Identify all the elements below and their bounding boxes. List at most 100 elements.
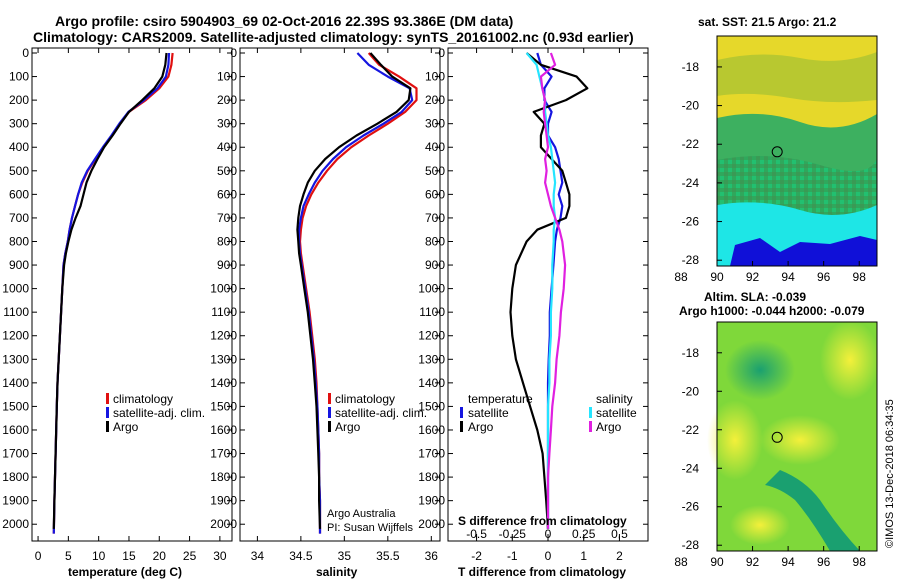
- legend-label-climatology: climatology: [335, 392, 395, 406]
- y-tick-label: 600: [9, 187, 29, 201]
- x2-tick-label: 0: [545, 527, 552, 541]
- x-tick-label: 35: [338, 549, 352, 563]
- y-tick-label: 900: [425, 258, 445, 272]
- y-tick-label: 100: [217, 70, 237, 84]
- y-tick-label: 300: [217, 117, 237, 131]
- map-lon-label: 98: [853, 270, 867, 284]
- x-tick-label: 34.5: [289, 549, 313, 563]
- y-tick-label: 1900: [2, 494, 29, 508]
- y-tick-label: 500: [9, 164, 29, 178]
- y-tick-label: 600: [425, 187, 445, 201]
- map-lon-label: 90: [710, 555, 724, 569]
- map-lon-label: 90: [710, 270, 724, 284]
- x-tick-label: -2: [471, 549, 482, 563]
- sst-field-blue: [730, 236, 877, 266]
- y-tick-label: 1500: [210, 399, 237, 413]
- imos-timestamp: ©IMOS 13-Dec-2018 06:34:35: [884, 399, 896, 548]
- difference-series: [509, 52, 589, 529]
- y-tick-label: 0: [438, 46, 445, 60]
- y-tick-label: 800: [9, 234, 29, 248]
- x-tick-label: 15: [122, 549, 136, 563]
- y-tick-label: 400: [9, 140, 29, 154]
- legend-label-satellite: satellite-adj. clim.: [113, 406, 205, 420]
- y-tick-label: 1000: [418, 282, 445, 296]
- series-line-satellite-adj-clim-: [298, 52, 414, 534]
- y-tick-label: 1100: [3, 305, 29, 319]
- y-tick-label: 1600: [418, 423, 445, 437]
- x-tick-label: 20: [153, 549, 167, 563]
- legend-label-argo: Argo: [113, 420, 139, 434]
- map-lon-label: 94: [781, 555, 795, 569]
- legend-swatch-satellite: [328, 407, 331, 418]
- y-tick-label: 0: [22, 46, 29, 60]
- y-tick-label: 1200: [2, 329, 29, 343]
- sst-float-marker: [771, 146, 783, 158]
- x-tick-label: 2: [616, 549, 623, 563]
- map-lon-label: 92: [746, 555, 760, 569]
- y-tick-label: 1000: [210, 282, 237, 296]
- y-tick-label: 900: [9, 258, 29, 272]
- y-tick-label: 200: [9, 93, 29, 107]
- x-tick-label: 25: [183, 549, 197, 563]
- y-tick-label: 1400: [418, 376, 445, 390]
- legend-label-temp-satellite: satellite: [468, 406, 509, 420]
- credit-pi: PI: Susan Wijffels: [327, 522, 413, 534]
- temperature-plot-frame: [31, 47, 233, 542]
- sst-map-ticks: 88 90 92 94 96 98 -18 -20 -22 -24 -26 -28: [674, 60, 866, 284]
- y-tick-label: 1700: [210, 447, 237, 461]
- map-lat-label: -26: [682, 215, 700, 229]
- x2-tick-label: 0.5: [611, 527, 628, 541]
- y-tick-label: 1300: [210, 352, 237, 366]
- y-tick-label: 200: [217, 93, 237, 107]
- salinity-plot-frame: [239, 47, 441, 542]
- map-lon-label: 92: [746, 270, 760, 284]
- map-lat-label: -18: [682, 60, 700, 74]
- x-tick-label: 0: [35, 549, 42, 563]
- y-tick-label: 600: [217, 187, 237, 201]
- y-tick-label: 500: [217, 164, 237, 178]
- legend-swatch-argo: [328, 421, 331, 432]
- sla-field-high-3: [760, 415, 840, 465]
- y-tick-label: 2000: [2, 517, 29, 531]
- y-tick-label: 400: [425, 140, 445, 154]
- y-tick-label: 1700: [2, 447, 29, 461]
- x-tick-label: 0: [545, 549, 552, 563]
- legend-label-sal-argo: Argo: [596, 420, 622, 434]
- y-tick-label: 1400: [2, 376, 29, 390]
- y-tick-label: 300: [9, 117, 29, 131]
- series-line-satellite-adj-clim-: [52, 52, 171, 534]
- y-tick-label: 700: [9, 211, 29, 225]
- y-tick-label: 500: [425, 164, 445, 178]
- map-lat-label: -20: [682, 99, 700, 113]
- sla-map-title: Altim. SLA: -0.039: [704, 290, 806, 304]
- title-line-1: Argo profile: csiro 5904903_69 02-Oct-20…: [55, 13, 513, 29]
- temperature-xlabel: temperature (deg C): [68, 565, 182, 579]
- y-tick-label: 1800: [210, 470, 237, 484]
- sla-field-high-2: [707, 400, 763, 480]
- y-tick-label: 1900: [210, 494, 237, 508]
- legend-heading-temperature: temperature: [468, 392, 533, 406]
- legend-swatch-sal-satellite: [589, 407, 592, 418]
- y-tick-label: 1600: [210, 423, 237, 437]
- y-tick-label: 1100: [419, 305, 445, 319]
- y-tick-label: 1300: [2, 352, 29, 366]
- map-lat-label: -24: [682, 461, 700, 475]
- series-line-argo: [296, 52, 412, 529]
- y-tick-label: 200: [425, 93, 445, 107]
- salinity-series: [296, 52, 418, 534]
- x-tick-label: 36: [425, 549, 439, 563]
- sla-field-high-4: [730, 505, 790, 545]
- x-tick-label: 1: [580, 549, 587, 563]
- map-lon-label: 88: [674, 270, 688, 284]
- map-lon-label: 96: [817, 270, 831, 284]
- sst-map-frame: [716, 35, 878, 267]
- sst-map-title: sat. SST: 21.5 Argo: 21.2: [698, 15, 837, 29]
- series-line-argo: [52, 52, 168, 529]
- legend-swatch-temp-satellite: [460, 407, 463, 418]
- y-tick-label: 1100: [211, 305, 237, 319]
- sla-field-high-1: [820, 320, 880, 400]
- y-tick-label: 400: [217, 140, 237, 154]
- map-lon-label: 98: [853, 555, 867, 569]
- legend-swatch-temp-argo: [460, 421, 463, 432]
- y-tick-label: 700: [217, 211, 237, 225]
